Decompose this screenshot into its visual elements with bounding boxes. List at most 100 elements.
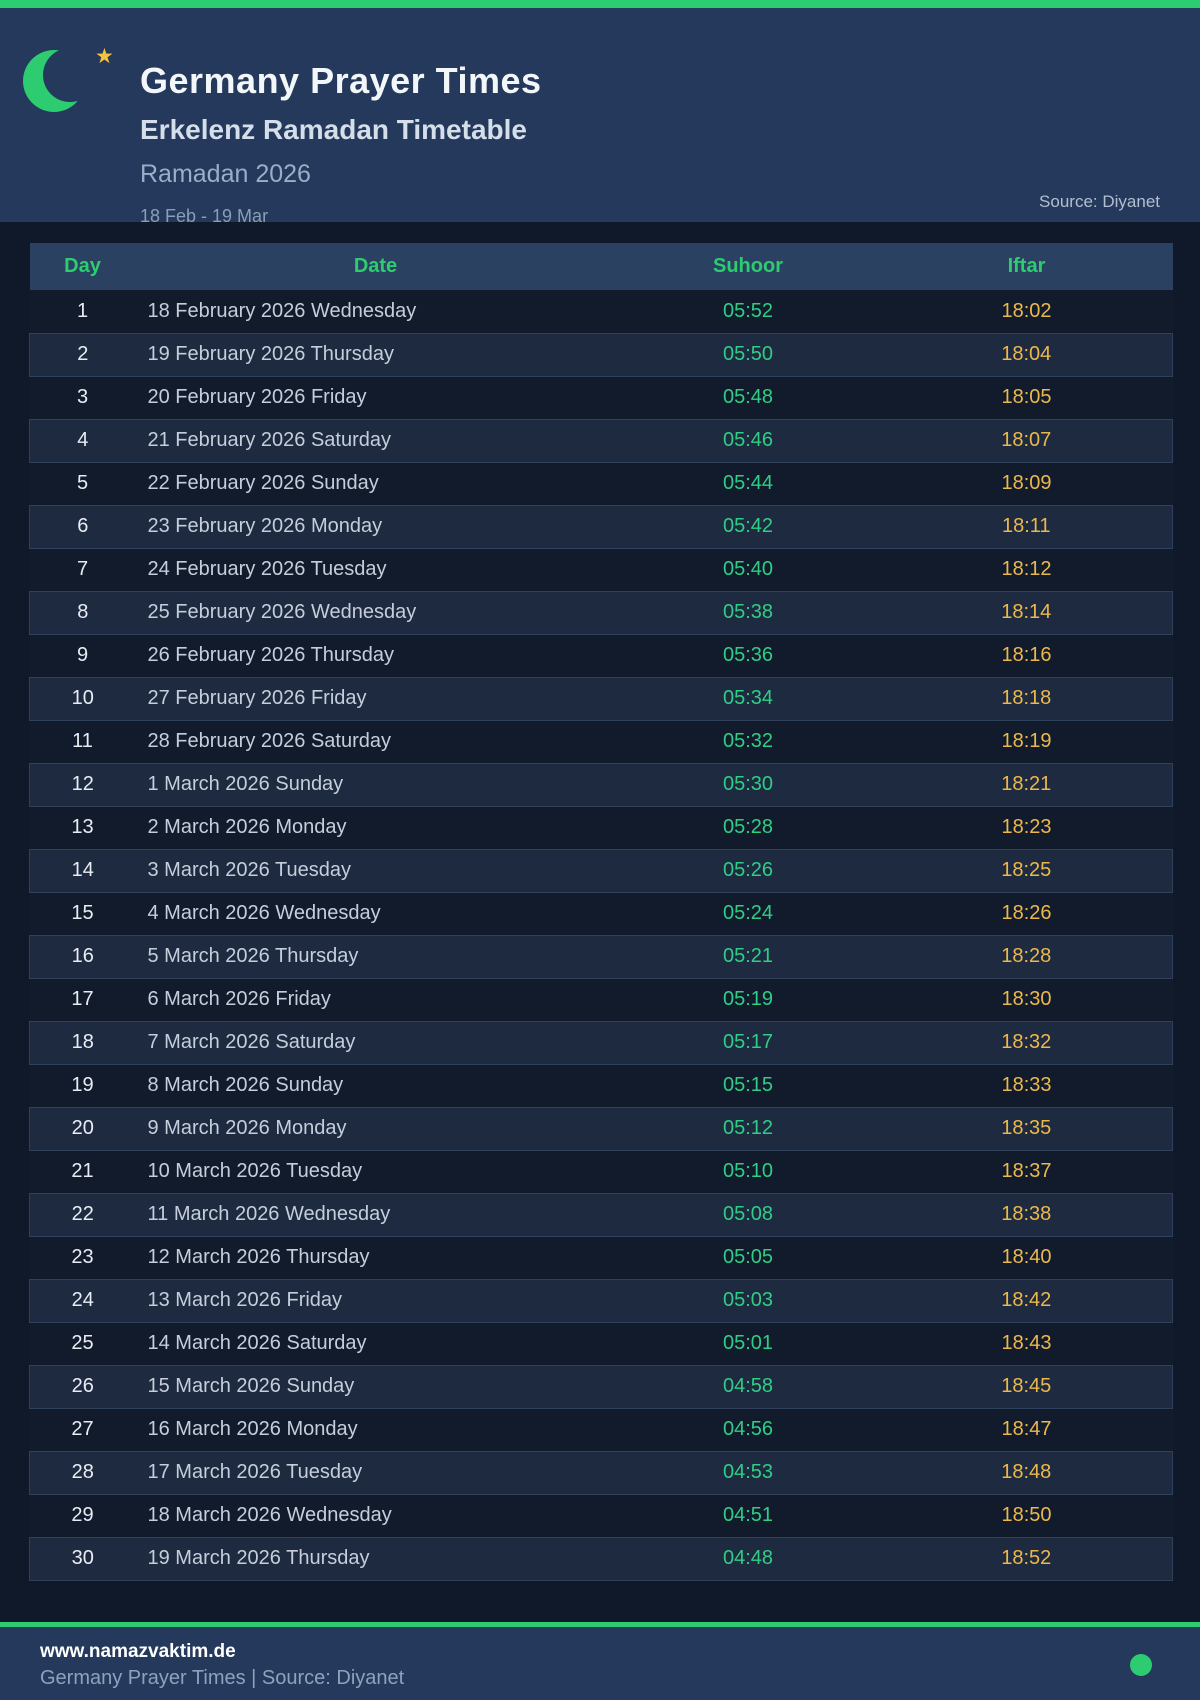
table-row: 7 24 February 2026 Tuesday 05:40 18:12 <box>29 548 1173 591</box>
day-cell: 18 <box>29 1020 136 1065</box>
day-cell: 10 <box>29 676 136 721</box>
suhoor-cell: 04:48 <box>615 1536 881 1581</box>
table-row: 29 18 March 2026 Wednesday 04:51 18:50 <box>29 1494 1173 1537</box>
suhoor-cell: 05:36 <box>615 634 881 677</box>
iftar-cell: 18:37 <box>880 1150 1173 1193</box>
date-cell: 2 March 2026 Monday <box>135 806 616 849</box>
suhoor-cell: 05:21 <box>615 934 881 979</box>
suhoor-cell: 05:05 <box>615 1236 881 1279</box>
iftar-cell: 18:14 <box>880 590 1173 635</box>
date-cell: 5 March 2026 Thursday <box>135 934 616 979</box>
suhoor-cell: 05:50 <box>615 332 881 377</box>
iftar-cell: 18:38 <box>880 1192 1173 1237</box>
date-range-label: 18 Feb - 19 Mar <box>140 206 269 226</box>
day-cell: 17 <box>29 978 136 1021</box>
date-cell: 18 March 2026 Wednesday <box>135 1494 616 1537</box>
suhoor-cell: 05:40 <box>615 548 881 591</box>
iftar-cell: 18:04 <box>880 332 1173 377</box>
iftar-cell: 18:50 <box>880 1494 1173 1537</box>
date-cell: 4 March 2026 Wednesday <box>135 892 616 935</box>
top-accent-bar <box>0 0 1200 8</box>
table-row: 27 16 March 2026 Monday 04:56 18:47 <box>29 1408 1173 1451</box>
date-cell: 19 February 2026 Thursday <box>135 332 616 377</box>
day-cell: 12 <box>29 762 136 807</box>
suhoor-cell: 04:51 <box>615 1494 881 1537</box>
table-row: 24 13 March 2026 Friday 05:03 18:42 <box>29 1278 1173 1323</box>
iftar-cell: 18:32 <box>880 1020 1173 1065</box>
day-cell: 27 <box>29 1408 136 1451</box>
iftar-cell: 18:43 <box>880 1322 1173 1365</box>
suhoor-cell: 05:46 <box>615 418 881 463</box>
table-row: 2 19 February 2026 Thursday 05:50 18:04 <box>29 332 1173 377</box>
iftar-cell: 18:26 <box>880 892 1173 935</box>
iftar-cell: 18:30 <box>880 978 1173 1021</box>
iftar-cell: 18:11 <box>880 504 1173 549</box>
suhoor-cell: 05:34 <box>615 676 881 721</box>
suhoor-cell: 05:03 <box>615 1278 881 1323</box>
iftar-cell: 18:28 <box>880 934 1173 979</box>
suhoor-cell: 05:12 <box>615 1106 881 1151</box>
day-cell: 25 <box>29 1322 136 1365</box>
column-header-date: Date <box>135 243 616 290</box>
suhoor-cell: 05:38 <box>615 590 881 635</box>
day-cell: 23 <box>29 1236 136 1279</box>
date-cell: 27 February 2026 Friday <box>135 676 616 721</box>
crescent-moon-icon <box>22 46 97 121</box>
iftar-cell: 18:12 <box>880 548 1173 591</box>
table-row: 11 28 February 2026 Saturday 05:32 18:19 <box>29 720 1173 763</box>
table-row: 5 22 February 2026 Sunday 05:44 18:09 <box>29 462 1173 505</box>
iftar-cell: 18:23 <box>880 806 1173 849</box>
day-cell: 21 <box>29 1150 136 1193</box>
iftar-cell: 18:42 <box>880 1278 1173 1323</box>
day-cell: 14 <box>29 848 136 893</box>
suhoor-cell: 05:08 <box>615 1192 881 1237</box>
suhoor-cell: 05:17 <box>615 1020 881 1065</box>
table-row: 16 5 March 2026 Thursday 05:21 18:28 <box>29 934 1173 979</box>
day-cell: 26 <box>29 1364 136 1409</box>
suhoor-cell: 05:48 <box>615 376 881 419</box>
day-cell: 9 <box>29 634 136 677</box>
date-cell: 25 February 2026 Wednesday <box>135 590 616 635</box>
day-cell: 24 <box>29 1278 136 1323</box>
table-row: 17 6 March 2026 Friday 05:19 18:30 <box>29 978 1173 1021</box>
table-row: 3 20 February 2026 Friday 05:48 18:05 <box>29 376 1173 419</box>
date-cell: 3 March 2026 Tuesday <box>135 848 616 893</box>
day-cell: 28 <box>29 1450 136 1495</box>
day-cell: 30 <box>29 1536 136 1581</box>
date-cell: 8 March 2026 Sunday <box>135 1064 616 1107</box>
day-cell: 29 <box>29 1494 136 1537</box>
table-row: 13 2 March 2026 Monday 05:28 18:23 <box>29 806 1173 849</box>
date-cell: 10 March 2026 Tuesday <box>135 1150 616 1193</box>
footer-accent-bar <box>0 1622 1200 1627</box>
table-row: 28 17 March 2026 Tuesday 04:53 18:48 <box>29 1450 1173 1495</box>
suhoor-cell: 05:19 <box>615 978 881 1021</box>
table-row: 10 27 February 2026 Friday 05:34 18:18 <box>29 676 1173 721</box>
table-header-row: Day Date Suhoor Iftar <box>29 243 1173 290</box>
star-icon: ★ <box>95 45 114 68</box>
website-link[interactable]: www.namazvaktim.de <box>40 1641 236 1662</box>
iftar-cell: 18:45 <box>880 1364 1173 1409</box>
page-header: ★ Germany Prayer Times Erkelenz Ramadan … <box>0 8 1200 226</box>
table-row: 1 18 February 2026 Wednesday 05:52 18:02 <box>29 290 1173 333</box>
day-cell: 3 <box>29 376 136 419</box>
iftar-cell: 18:02 <box>880 290 1173 333</box>
iftar-cell: 18:25 <box>880 848 1173 893</box>
day-cell: 15 <box>29 892 136 935</box>
iftar-cell: 18:19 <box>880 720 1173 763</box>
day-cell: 4 <box>29 418 136 463</box>
date-cell: 28 February 2026 Saturday <box>135 720 616 763</box>
suhoor-cell: 05:44 <box>615 462 881 505</box>
day-cell: 8 <box>29 590 136 635</box>
table-row: 8 25 February 2026 Wednesday 05:38 18:14 <box>29 590 1173 635</box>
iftar-cell: 18:05 <box>880 376 1173 419</box>
table-row: 23 12 March 2026 Thursday 05:05 18:40 <box>29 1236 1173 1279</box>
day-cell: 20 <box>29 1106 136 1151</box>
date-cell: 26 February 2026 Thursday <box>135 634 616 677</box>
suhoor-cell: 05:42 <box>615 504 881 549</box>
day-cell: 16 <box>29 934 136 979</box>
day-cell: 6 <box>29 504 136 549</box>
iftar-cell: 18:16 <box>880 634 1173 677</box>
suhoor-cell: 05:52 <box>615 290 881 333</box>
page-subtitle: Erkelenz Ramadan Timetable <box>140 114 527 145</box>
day-cell: 22 <box>29 1192 136 1237</box>
